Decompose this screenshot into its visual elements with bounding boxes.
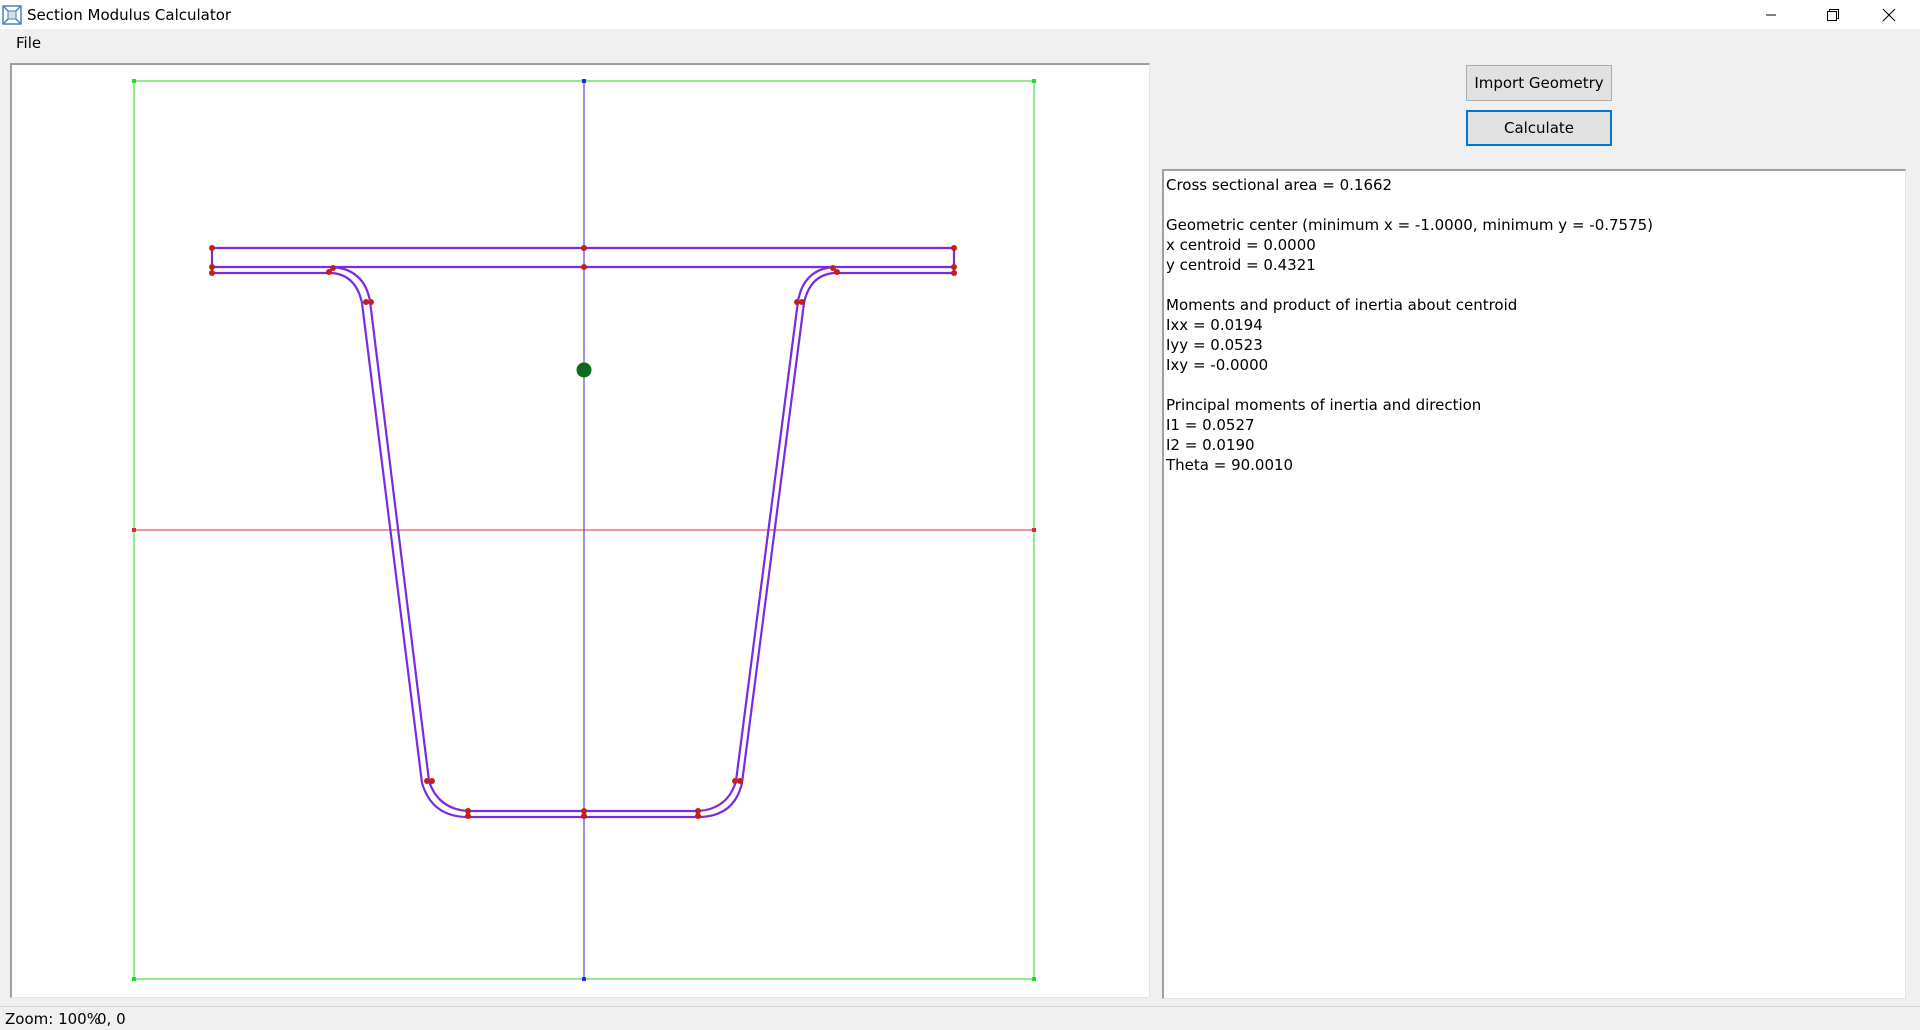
result-line: Ixx = 0.0194 [1166, 316, 1263, 334]
result-line: I1 = 0.0527 [1166, 416, 1255, 434]
bounding-box-corners [132, 79, 1036, 981]
app-icon [2, 5, 22, 25]
import-geometry-button[interactable]: Import Geometry [1466, 65, 1612, 101]
centroid-marker [576, 362, 592, 378]
title-bar: Section Modulus Calculator [0, 0, 1920, 29]
window-title: Section Modulus Calculator [27, 6, 232, 24]
result-line: y centroid = 0.4321 [1166, 256, 1316, 274]
axis-end-markers [132, 79, 1036, 981]
close-button[interactable] [1858, 0, 1920, 29]
geometry-canvas[interactable] [10, 63, 1150, 998]
close-icon [1882, 8, 1896, 21]
results-textbox[interactable]: Cross sectional area = 0.1662 Geometric … [1162, 169, 1906, 999]
status-coordinates: 0, 0 [97, 1010, 126, 1028]
status-zoom: Zoom: 100% [5, 1010, 101, 1028]
result-line [1166, 195, 1903, 215]
menu-bar: File [0, 29, 1920, 57]
restore-icon [1827, 8, 1839, 21]
restore-button[interactable] [1802, 0, 1864, 29]
section-profile [210, 246, 956, 819]
result-line: Geometric center (minimum x = -1.0000, m… [1166, 216, 1654, 234]
geometry-drawing [132, 79, 1036, 981]
result-line: Cross sectional area = 0.1662 [1166, 176, 1393, 194]
menu-file[interactable]: File [16, 34, 42, 52]
result-line: Iyy = 0.0523 [1166, 336, 1263, 354]
vertex-markers [209, 245, 957, 819]
status-bar: Zoom: 100% 0, 0 [0, 1006, 1920, 1030]
minimize-button[interactable] [1740, 0, 1802, 29]
calculate-button[interactable]: Calculate [1466, 110, 1612, 146]
result-line: Principal moments of inertia and directi… [1166, 396, 1482, 414]
result-line [1166, 375, 1903, 395]
minimize-icon [1766, 14, 1776, 15]
result-line: I2 = 0.0190 [1166, 436, 1255, 454]
result-line: Theta = 90.0010 [1166, 456, 1294, 474]
result-line: Ixy = -0.0000 [1166, 356, 1269, 374]
result-line: Moments and product of inertia about cen… [1166, 296, 1518, 314]
result-line: x centroid = 0.0000 [1166, 236, 1316, 254]
result-line [1166, 275, 1903, 295]
